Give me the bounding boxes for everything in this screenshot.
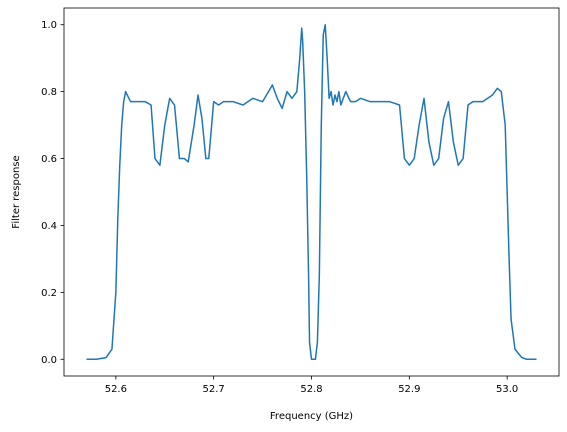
y-axis-label: Filter response: [11, 155, 22, 228]
x-axis-label: Frequency (GHz): [270, 411, 353, 422]
plot-frame: [63, 7, 560, 377]
y-axis: 0.0 0.2 0.4 0.6 0.8 1.0: [41, 20, 64, 366]
y-tick-label: 0.2: [41, 288, 57, 299]
x-tick-label: 52.7: [203, 384, 225, 395]
x-tick-label: 53.0: [496, 384, 518, 395]
y-tick-label: 0.0: [41, 355, 57, 366]
filter-response-line: [86, 23, 537, 361]
x-tick-label: 52.6: [105, 384, 127, 395]
y-tick-label: 0.8: [41, 87, 57, 98]
plot-area: [86, 23, 537, 361]
x-axis: 52.6 52.7 52.8 52.9 53.0: [105, 376, 518, 395]
y-tick-label: 0.4: [41, 221, 57, 232]
y-tick-label: 1.0: [41, 20, 57, 31]
y-tick-label: 0.6: [41, 154, 57, 165]
x-tick-label: 52.9: [398, 384, 420, 395]
x-tick-label: 52.8: [300, 384, 322, 395]
